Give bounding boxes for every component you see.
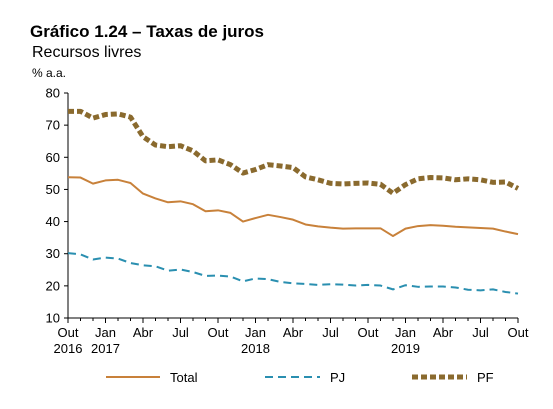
x-tick-label: Jan: [245, 325, 266, 340]
x-tick-label: Jul: [172, 325, 189, 340]
x-tick-label: Out: [508, 325, 529, 340]
x-tick-label: Abr: [133, 325, 154, 340]
legend-label-total: Total: [170, 370, 198, 385]
x-tick-year-label: 2019: [391, 341, 420, 356]
y-tick-label: 80: [46, 86, 60, 101]
y-tick-label: 40: [46, 214, 60, 229]
x-tick-label: Jul: [472, 325, 489, 340]
y-tick-label: 20: [46, 278, 60, 293]
y-tick-label: 70: [46, 118, 60, 133]
chart-subtitle: Recursos livres: [32, 44, 142, 61]
x-tick-label: Jul: [322, 325, 339, 340]
series-line-pj: [67, 252, 519, 295]
series-line-pf: [68, 108, 520, 196]
y-tick-label: 50: [46, 182, 60, 197]
x-tick-label: Abr: [283, 325, 304, 340]
x-tick-label: Abr: [433, 325, 454, 340]
series-line-total: [67, 176, 519, 238]
y-tick-label: 60: [46, 150, 60, 165]
x-tick-year-label: 2016: [54, 341, 83, 356]
x-tick-label: Out: [58, 325, 79, 340]
x-tick-label: Out: [358, 325, 379, 340]
x-tick-label: Jan: [95, 325, 116, 340]
y-axis-unit: % a.a.: [32, 66, 67, 80]
x-tick-label: Jan: [395, 325, 416, 340]
y-tick-label: 10: [46, 311, 60, 326]
legend-label-pf: PF: [477, 370, 494, 385]
x-tick-label: Out: [208, 325, 229, 340]
x-tick-year-label: 2018: [241, 341, 270, 356]
legend-label-pj: PJ: [330, 370, 345, 385]
chart-title: Gráfico 1.24 – Taxas de juros: [30, 22, 265, 41]
x-tick-year-label: 2017: [91, 341, 120, 356]
y-tick-label: 30: [46, 246, 60, 261]
